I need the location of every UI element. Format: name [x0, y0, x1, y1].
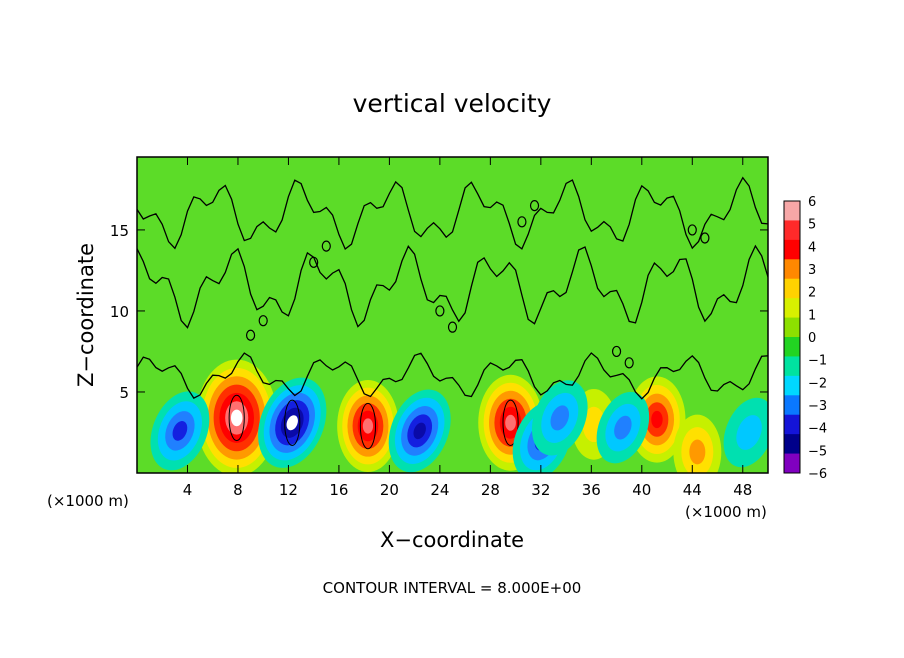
colorbar-swatch	[784, 356, 800, 377]
x-tick-label: 4	[183, 481, 193, 499]
downdraft	[258, 377, 327, 468]
contour-interval-note: CONTOUR INTERVAL = 8.000E+00	[323, 579, 582, 597]
contour-circle	[624, 357, 634, 369]
colorbar-swatch	[784, 317, 800, 338]
colorbar-swatch	[784, 375, 800, 396]
zero-contour	[359, 402, 377, 450]
contour-circle	[309, 256, 319, 268]
colorbar-swatch	[784, 395, 800, 416]
feature-level	[413, 422, 426, 440]
colorbar-label: −1	[808, 354, 827, 369]
colorbar-swatch	[784, 220, 800, 241]
x-tick-label: 40	[632, 481, 651, 499]
colorbar-label: −2	[808, 376, 827, 391]
colorbar-label: 1	[808, 308, 816, 323]
velocity-features	[150, 359, 768, 473]
y-tick-label: 10	[110, 303, 129, 321]
updraft	[196, 359, 278, 473]
colorbar-swatch	[784, 278, 800, 299]
colorbar-label: 2	[808, 286, 816, 301]
contour-circle	[687, 224, 697, 236]
y-axis: 5 10 15	[110, 222, 768, 402]
contour-line	[137, 244, 768, 329]
feature-level	[362, 418, 374, 434]
zero-contour	[502, 399, 519, 446]
contour-circle	[321, 240, 331, 252]
y-tick-label: 5	[119, 384, 129, 402]
colorbar-swatch	[784, 298, 800, 319]
zero-contour	[284, 399, 301, 446]
x-tick-label: 28	[481, 481, 500, 499]
feature-level	[689, 439, 706, 465]
contour-circle	[447, 321, 458, 333]
x-tick-label: 16	[329, 481, 348, 499]
colorbar-swatch	[784, 434, 800, 455]
downdraft	[596, 391, 650, 464]
contour-line	[137, 352, 768, 400]
updraft	[673, 414, 722, 473]
plot-area	[137, 157, 768, 473]
colorbar-label: 4	[808, 240, 816, 255]
colorbar-label: −5	[808, 444, 827, 459]
feature-level	[286, 415, 298, 431]
contour-circle	[611, 345, 622, 358]
contour-circle	[517, 216, 527, 228]
chart-title: vertical velocity	[353, 89, 552, 118]
colorbar-label: 3	[808, 263, 816, 278]
colorbar-swatch	[784, 201, 800, 221]
downdraft	[531, 380, 588, 456]
downdraft	[723, 397, 768, 468]
feature-level	[230, 409, 243, 427]
colorbar-swatch	[784, 259, 800, 280]
contour-circle	[435, 305, 445, 317]
colorbar-label: 6	[808, 195, 816, 210]
feature-level	[614, 415, 632, 440]
x-axis-label: X−coordinate	[380, 528, 524, 552]
x-axis: 4 8 12 16 20 24 28 32 36 40 44 48	[183, 157, 752, 499]
contour-circle	[529, 200, 540, 212]
downdraft	[150, 391, 210, 471]
x-tick-label: 32	[531, 481, 550, 499]
colorbar-label: −6	[808, 467, 827, 482]
y-tick-label: 15	[110, 222, 129, 240]
contour-circle	[700, 232, 710, 244]
x-tick-label: 24	[430, 481, 449, 499]
colorbar-label: −3	[808, 399, 827, 414]
contour-lines	[137, 176, 768, 400]
downdraft	[388, 389, 451, 473]
feature-level	[172, 420, 188, 441]
feature-level	[736, 415, 762, 450]
x-unit-left: (×1000 m)	[47, 492, 129, 510]
y-axis-label: Z−coordinate	[74, 243, 98, 387]
contour-line	[137, 176, 768, 251]
colorbar: 6 5 4 3 2 1 0 −1 −2 −3 −4 −5 −6	[783, 195, 827, 482]
colorbar-label: −4	[808, 422, 827, 437]
colorbar-swatch	[784, 337, 800, 357]
x-tick-label: 20	[380, 481, 399, 499]
plot-frame	[136, 156, 769, 474]
contour-circle	[245, 329, 256, 341]
x-tick-label: 44	[683, 481, 702, 499]
x-tick-label: 48	[733, 481, 752, 499]
colorbar-label: 0	[808, 331, 816, 346]
feature-level	[651, 410, 663, 429]
colorbar-swatch	[784, 414, 800, 435]
colorbar-swatch	[784, 239, 800, 260]
colorbar-label: 5	[808, 218, 816, 233]
x-tick-label: 8	[233, 481, 243, 499]
feature-level	[505, 414, 516, 431]
x-tick-label: 36	[582, 481, 601, 499]
contour-circle	[258, 315, 268, 327]
updraft	[337, 379, 399, 473]
zero-contour	[228, 394, 245, 442]
x-unit-right: (×1000 m)	[685, 503, 767, 521]
colorbar-frame	[783, 200, 801, 474]
colorbar-swatch	[784, 453, 800, 474]
x-tick-label: 12	[279, 481, 298, 499]
feature-level	[550, 405, 570, 431]
